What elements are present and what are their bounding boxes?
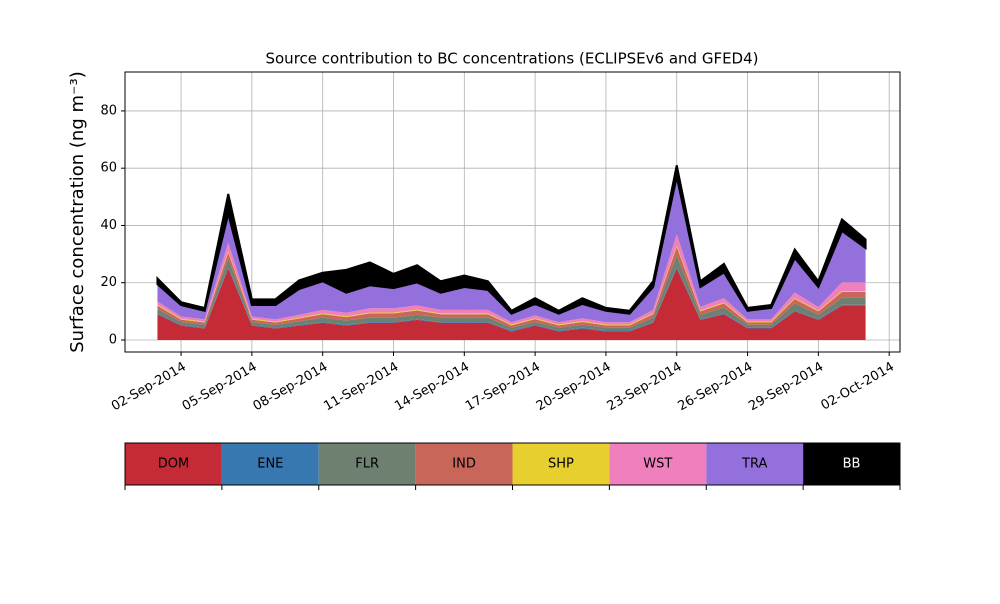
x-tick-label: 08-Sep-2014: [251, 360, 331, 415]
x-tick-label: 23-Sep-2014: [605, 360, 685, 415]
x-tick-label: 29-Sep-2014: [746, 360, 826, 415]
y-tick-label: 40: [100, 218, 117, 233]
x-tick-label: 26-Sep-2014: [675, 360, 755, 415]
x-tick-label: 02-Sep-2014: [109, 360, 189, 415]
legend-swatch: [318, 443, 416, 485]
legend-label: SHP: [548, 457, 574, 472]
y-tick-label: 60: [100, 161, 117, 176]
legend-label: BB: [843, 457, 861, 472]
x-tick-label: 17-Sep-2014: [463, 360, 543, 415]
x-tick-label: 02-Oct-2014: [819, 360, 897, 414]
area: [157, 255, 866, 331]
x-tick-label: 05-Sep-2014: [180, 360, 260, 415]
legend-label: FLR: [355, 457, 379, 472]
legend-label: TRA: [741, 457, 767, 472]
legend-swatch: [803, 443, 900, 485]
x-tick-label: 11-Sep-2014: [321, 360, 401, 415]
chart-title: Source contribution to BC concentrations…: [265, 50, 758, 68]
y-tick-label: 0: [109, 332, 117, 347]
y-axis-label: Surface concentration (ng m⁻³): [67, 71, 88, 353]
legend-swatch: [125, 443, 222, 485]
legend-swatch: [706, 443, 804, 485]
area: [157, 246, 866, 328]
legend-label: WST: [643, 457, 672, 472]
legend-swatch: [512, 443, 610, 485]
plot-frame: [124, 71, 901, 353]
x-tick-label: 14-Sep-2014: [392, 360, 472, 415]
legend-swatch: [221, 443, 319, 485]
legend-label: DOM: [158, 457, 189, 472]
area: [157, 234, 866, 325]
y-tick-label: 20: [100, 275, 117, 290]
legend-label: ENE: [257, 457, 283, 472]
y-tick-label: 80: [100, 103, 117, 118]
legend-label: IND: [452, 457, 476, 472]
legend-swatch: [415, 443, 513, 485]
area: [156, 165, 867, 315]
x-tick-label: 20-Sep-2014: [534, 360, 614, 415]
legend-swatch: [609, 443, 707, 485]
legend-frame: [124, 442, 901, 486]
area: [157, 268, 866, 340]
